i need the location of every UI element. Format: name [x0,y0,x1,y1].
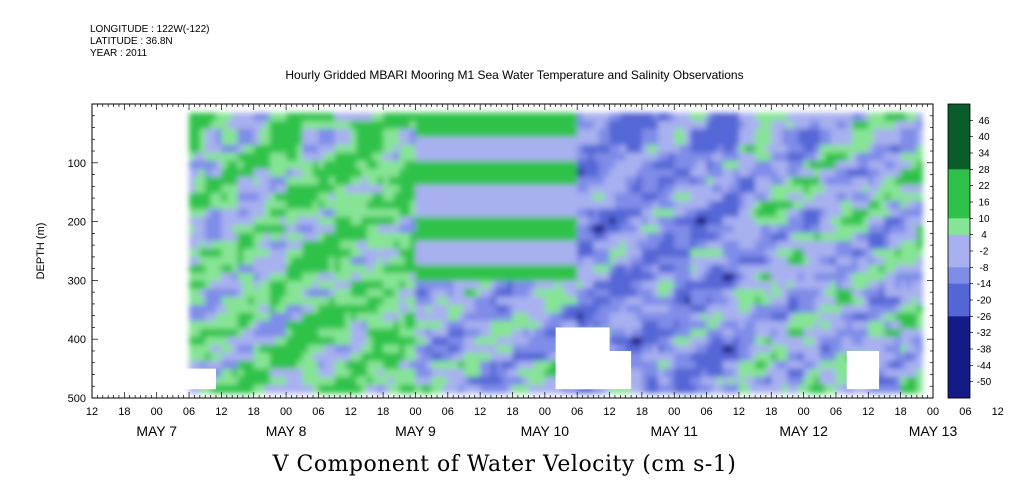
variable-label: V Component of Water Velocity (cm s-1) [272,452,737,477]
colorbar-segment [948,136,970,154]
x-hour-label: 12 [733,406,745,418]
x-hour-label: 06 [312,406,324,418]
x-hour-label: 06 [700,406,712,418]
x-hour-label: 18 [765,406,777,418]
year-label: YEAR : 2011 [90,48,148,59]
x-hour-label: 18 [636,406,648,418]
chart-title: Hourly Gridded MBARI Mooring M1 Sea Wate… [285,68,744,82]
x-hour-label: 12 [992,406,1004,418]
colorbar-label: -26 [977,312,992,323]
x-date-label: MAY 9 [395,423,436,439]
colorbar-segment [948,169,970,187]
x-date-label: MAY 12 [779,423,828,439]
x-date-label: MAY 7 [136,423,177,439]
colorbar-label: -38 [977,345,992,356]
colorbar-label: 10 [978,214,990,225]
colorbar-label: -32 [977,328,992,339]
colorbar-segment [948,185,970,203]
x-hour-label: 00 [280,406,292,418]
x-date-label: MAY 10 [521,423,570,439]
colorbar-label: -44 [977,361,992,372]
colorbar-label: 28 [978,165,990,176]
colorbar-segment [948,381,970,399]
colorbar-label: 40 [978,132,990,143]
x-hour-label: 00 [797,406,809,418]
x-hour-label: 12 [86,406,98,418]
x-hour-label: 00 [539,406,551,418]
x-hour-label: 00 [927,406,939,418]
colorbar-segment [948,316,970,334]
colorbar-label: 46 [978,116,990,127]
x-date-label: MAY 11 [650,423,698,439]
x-hour-label: 00 [151,406,163,418]
colorbar-label: -20 [977,296,992,307]
latitude-label: LATITUDE : 36.8N [90,36,173,47]
colorbar-segment [948,234,970,252]
x-hour-label: 18 [506,406,518,418]
colorbar-segment [948,251,970,268]
colorbar-segment [948,104,970,121]
x-hour-label: 12 [862,406,874,418]
heatmap-cells [189,112,923,394]
colorbar-label: 34 [978,149,990,160]
x-hour-label: 00 [668,406,680,418]
x-hour-label: 06 [442,406,454,418]
colorbar-label: -50 [977,377,992,388]
colorbar-segment [948,267,970,285]
y-tick-label: 100 [68,158,86,170]
colorbar: 46 40 34 28 22 16 10 4 -2 -8 -14 -20 -26 -32 -38 -44 -50 [947,103,992,399]
x-hour-label: 12 [603,406,615,418]
colorbar-segment [948,332,970,350]
colorbar-label: 16 [978,198,990,209]
x-hour-label: 18 [118,406,130,418]
x-hour-label: 12 [474,406,486,418]
x-hour-label: 06 [830,406,842,418]
colorbar-segment [948,218,970,236]
y-tick-label: 400 [68,334,86,346]
longitude-label: LONGITUDE : 122W(-122) [90,24,210,35]
x-hour-label: 18 [895,406,907,418]
colorbar-label: 22 [978,181,990,192]
x-hour-label: 06 [183,406,195,418]
axes: 12 18 00 06 12 18 00 06 12 18 00 06 12 18 00 06 12 18 00 06… [68,103,1004,439]
y-tick-label: 200 [68,217,86,229]
colorbar-label: -8 [980,263,989,274]
missing-data-gap [566,350,632,390]
x-hour-label: 18 [377,406,389,418]
x-hour-label: 12 [215,406,227,418]
colorbar-label: 4 [981,230,987,241]
y-tick-label: 500 [68,393,86,405]
y-axis-label: DEPTH (m) [35,223,47,280]
x-date-label: MAY 13 [909,423,958,439]
colorbar-segment [948,300,970,317]
x-hour-label: 18 [248,406,260,418]
x-hour-label: 06 [959,406,971,418]
y-tick-label: 300 [68,275,86,287]
x-hour-label: 06 [571,406,583,418]
colorbar-segment [948,283,970,301]
heatmap-plot-area [91,103,934,399]
heatmap-field [172,112,923,394]
x-hour-label: 12 [345,406,357,418]
colorbar-segment [948,153,970,170]
metadata-block: LONGITUDE : 122W(-122) LATITUDE : 36.8N … [90,24,209,60]
colorbar-segment [948,120,970,138]
x-hour-label: 00 [409,406,421,418]
colorbar-label: -14 [977,279,992,290]
colorbar-label: -2 [980,247,989,258]
missing-data-gap [846,350,880,390]
missing-data-gap [172,368,216,390]
x-date-label: MAY 8 [266,423,307,439]
colorbar-segment [948,349,970,366]
colorbar-segment [948,365,970,383]
colorbar-segment [948,202,970,219]
